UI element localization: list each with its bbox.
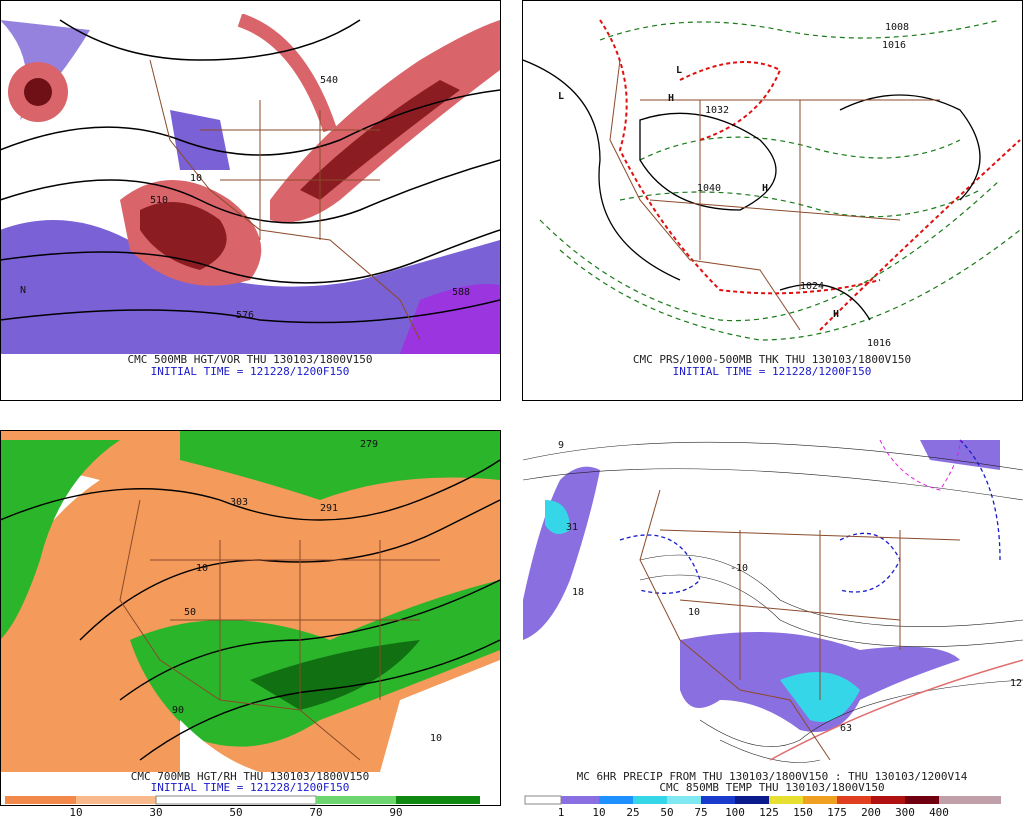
map-label: 1016: [867, 338, 891, 349]
colorbar-label: 75: [694, 806, 707, 819]
map-label: -10: [730, 563, 748, 574]
map-label: 18: [572, 587, 584, 598]
map-label: 10: [196, 563, 208, 574]
colorbar-label: 10: [592, 806, 605, 819]
map-label: 63: [840, 723, 852, 734]
caption: CMC PRS/1000-500MB THK THU 130103/1800V1…: [633, 353, 911, 366]
precip-colorbar: [524, 795, 1001, 805]
colorbar-label: 90: [389, 806, 402, 819]
colorbar-label: 70: [309, 806, 322, 819]
map-label: 1040: [697, 183, 721, 194]
map-label: 279: [360, 439, 378, 450]
map-label: 10: [430, 733, 442, 744]
initial-time: INITIAL TIME = 121228/1200F150: [151, 365, 350, 378]
colorbar-label: 175: [827, 806, 847, 819]
initial-time: INITIAL TIME = 121228/1200F150: [151, 781, 350, 794]
map-label: H: [762, 183, 768, 194]
map-label: 576: [236, 310, 254, 321]
map-label: 1016: [882, 40, 906, 51]
map-label: 31: [566, 522, 578, 533]
map-label: 10: [688, 607, 700, 618]
rh-colorbar: [5, 795, 480, 805]
colorbar-label: 50: [660, 806, 673, 819]
caption: MC 6HR PRECIP FROM THU 130103/1800V150 :…: [577, 770, 968, 783]
map-label: H: [833, 309, 839, 320]
colorbar-label: 25: [626, 806, 639, 819]
map-label: L: [558, 91, 564, 102]
colorbar-label: 200: [861, 806, 881, 819]
map-label: 291: [320, 503, 338, 514]
colorbar-label: 1: [558, 806, 565, 819]
map-label: 588: [452, 287, 470, 298]
map-label: 90: [172, 705, 184, 716]
map-label: 9: [558, 440, 564, 451]
map-label: 1024: [800, 281, 824, 292]
panel-frame: [522, 0, 1023, 401]
map-pressure: [523, 14, 1022, 346]
panel-frame: [0, 430, 501, 806]
sub-caption: CMC 850MB TEMP THU 130103/1800V150: [659, 781, 884, 794]
map-label: 10: [190, 173, 202, 184]
map-700mb: [1, 431, 500, 772]
map-label: H: [668, 93, 674, 104]
colorbar-label: 10: [69, 806, 82, 819]
colorbar-label: 125: [759, 806, 779, 819]
colorbar-label: 50: [229, 806, 242, 819]
map-500mb: [1, 14, 500, 354]
map-label: 510: [150, 195, 168, 206]
initial-time: INITIAL TIME = 121228/1200F150: [673, 365, 872, 378]
colorbar-label: 300: [895, 806, 915, 819]
caption: CMC 700MB HGT/RH THU 130103/1800V150: [131, 770, 369, 783]
map-label: 540: [320, 75, 338, 86]
map-label: 1032: [705, 105, 729, 116]
map-label: 1008: [885, 22, 909, 33]
caption: CMC 500MB HGT/VOR THU 130103/1800V150: [127, 353, 372, 366]
colorbar-label: 400: [929, 806, 949, 819]
map-label: 303: [230, 497, 248, 508]
map-label: N: [20, 285, 26, 296]
map-label: 50: [184, 607, 196, 618]
panel-frame: [0, 0, 501, 401]
colorbar-label: 100: [725, 806, 745, 819]
map-label: L: [676, 65, 682, 76]
colorbar-label: 150: [793, 806, 813, 819]
map-precip: [523, 431, 1023, 772]
colorbar-label: 30: [149, 806, 162, 819]
map-label: 12: [1010, 678, 1022, 689]
